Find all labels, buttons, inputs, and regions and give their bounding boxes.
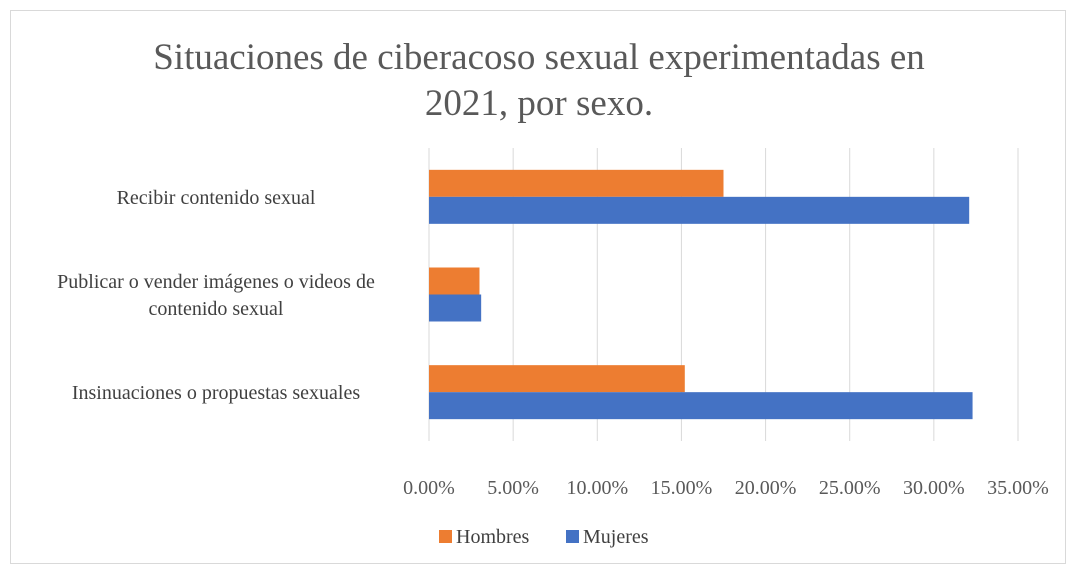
x-tick-label: 0.00% xyxy=(403,477,455,499)
category-label: Publicar o vender imágenes o videos de xyxy=(57,271,375,293)
x-tick-label: 25.00% xyxy=(819,477,881,499)
bar-hombres-2 xyxy=(429,365,685,393)
chart-svg: Situaciones de ciberacoso sexual experim… xyxy=(57,37,1049,548)
x-tick-label: 35.00% xyxy=(987,477,1049,499)
x-tick-label: 30.00% xyxy=(903,477,965,499)
chart-frame: Situaciones de ciberacoso sexual experim… xyxy=(10,10,1066,564)
x-tick-label: 10.00% xyxy=(566,477,628,499)
bar-hombres-0 xyxy=(429,169,724,197)
chart-title-line: 2021, por sexo. xyxy=(425,83,653,124)
category-label: Insinuaciones o propuestas sexuales xyxy=(72,382,360,404)
legend-label-hombres: Hombres xyxy=(456,526,530,548)
legend-swatch-hombres xyxy=(439,530,452,543)
legend-label-mujeres: Mujeres xyxy=(583,526,649,548)
bar-mujeres-0 xyxy=(429,196,970,224)
bars xyxy=(429,169,973,420)
category-label: Recibir contenido sexual xyxy=(117,187,316,209)
x-tick-label: 15.00% xyxy=(651,477,713,499)
chart-title-line: Situaciones de ciberacoso sexual experim… xyxy=(153,37,925,78)
x-tick-labels: 0.00% 5.00% 10.00% 15.00% 20.00% 25.00% 30.00%… xyxy=(403,477,1049,499)
bar-hombres-1 xyxy=(429,267,480,295)
bar-mujeres-2 xyxy=(429,392,973,420)
category-label: contenido sexual xyxy=(149,298,284,320)
legend: Hombres Mujeres xyxy=(439,526,649,548)
x-tick-label: 5.00% xyxy=(487,477,539,499)
category-labels: Recibir contenido sexual Publicar o vende… xyxy=(57,187,375,404)
bar-mujeres-1 xyxy=(429,294,482,322)
x-tick-label: 20.00% xyxy=(735,477,797,499)
chart-title: Situaciones de ciberacoso sexual experim… xyxy=(153,37,925,124)
legend-swatch-mujeres xyxy=(566,530,579,543)
